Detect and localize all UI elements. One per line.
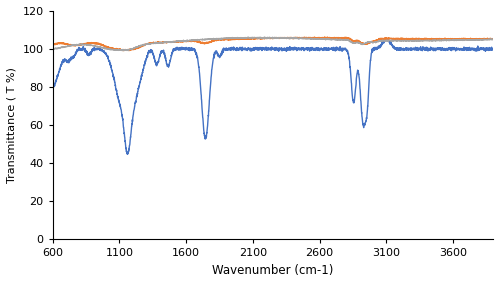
algae oil [218,53,224,57]
BB loaded NP [120,49,126,52]
BB loaded NP [126,49,132,52]
MA loaded NP [262,35,268,39]
MA loaded NP [238,36,244,39]
algae oil [50,87,56,90]
algae oil [238,47,244,51]
algae oil [490,47,496,51]
BB loaded NP [324,35,330,39]
BB loaded NP [50,43,56,47]
algae oil [434,46,440,50]
BB loaded NP [482,37,488,41]
MA loaded NP [100,46,106,50]
MA loaded NP [218,37,224,40]
MA loaded NP [50,47,56,51]
algae oil [382,37,388,41]
MA loaded NP [490,37,496,41]
X-axis label: Wavenumber (cm-1): Wavenumber (cm-1) [212,264,334,277]
MA loaded NP [434,38,440,42]
BB loaded NP [238,37,244,41]
algae oil [100,49,106,52]
MA loaded NP [482,38,488,41]
BB loaded NP [100,44,106,48]
BB loaded NP [490,37,496,41]
Line: BB loaded NP: BB loaded NP [52,37,493,51]
MA loaded NP [119,49,125,52]
Line: algae oil: algae oil [52,39,493,154]
Line: MA loaded NP: MA loaded NP [52,37,493,51]
algae oil [482,47,488,50]
BB loaded NP [218,37,224,41]
algae oil [126,146,132,149]
Y-axis label: Transmittance ( T %): Transmittance ( T %) [7,67,17,183]
BB loaded NP [434,37,440,41]
algae oil [124,152,130,156]
MA loaded NP [126,48,132,52]
